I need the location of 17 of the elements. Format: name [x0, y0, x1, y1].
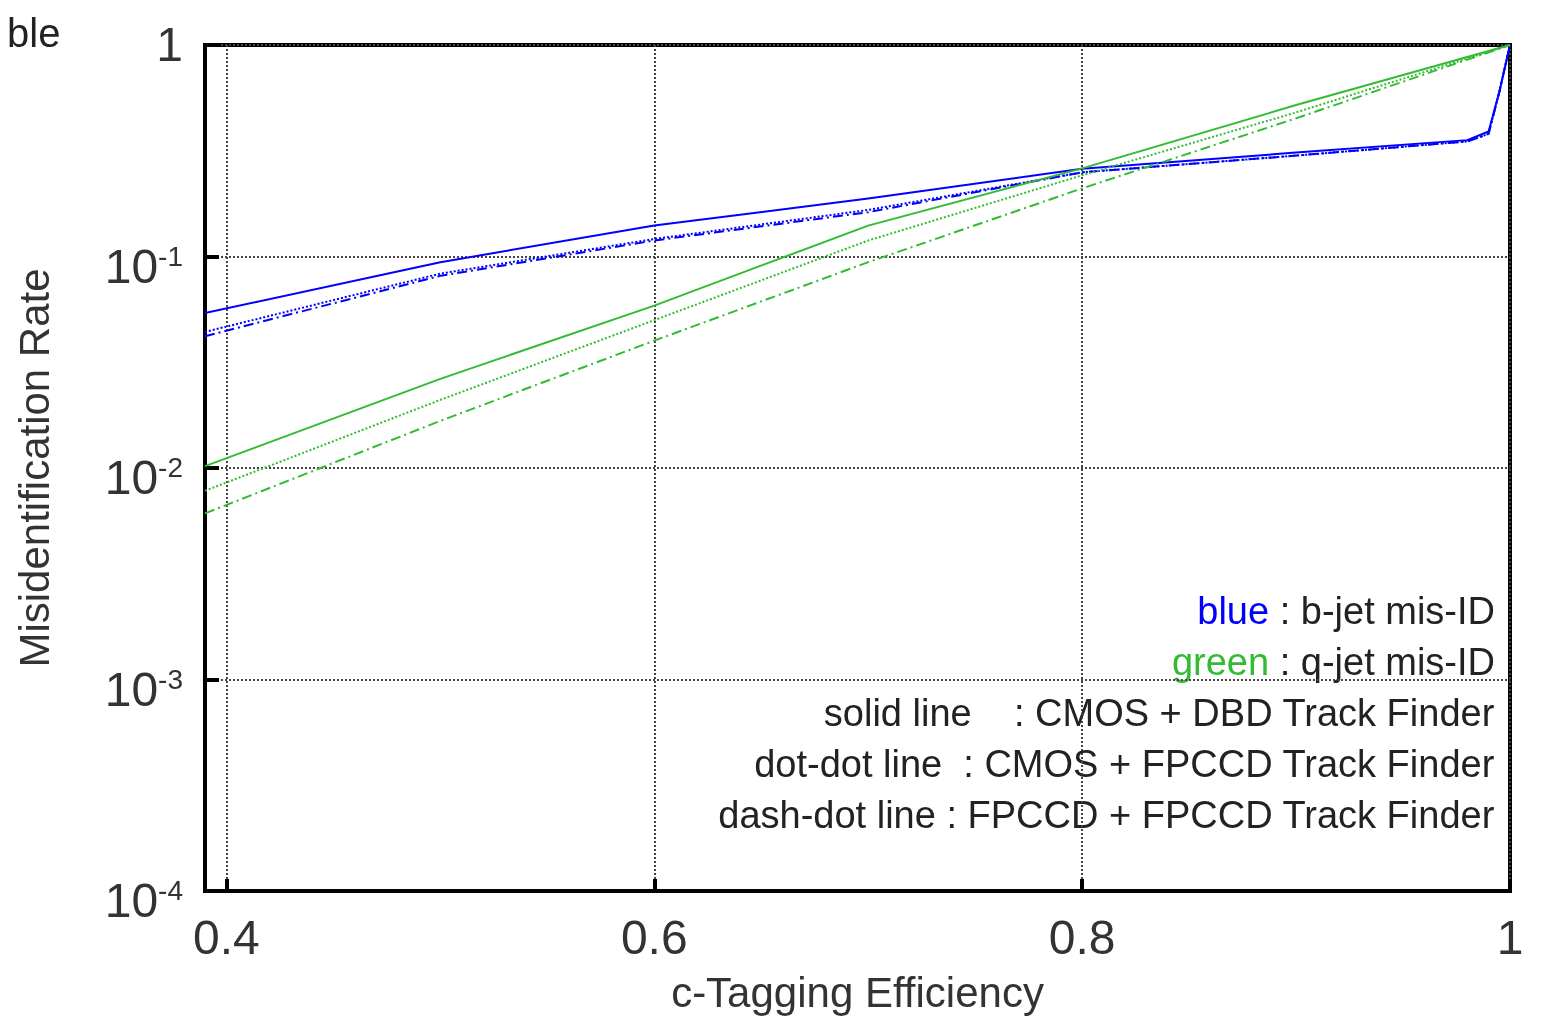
y-axis-title: Misidentification Rate: [10, 268, 58, 668]
y-tick-label: 1: [156, 17, 183, 73]
y-tick-label: 10$^{-4}$: [104, 873, 183, 927]
annotation: green : q-jet mis-ID: [1171, 641, 1495, 683]
y-tick-label: 10$^{-1}$: [104, 238, 183, 293]
x-tick-label: 0.6: [620, 910, 688, 964]
chart-title: ble: [7, 11, 61, 55]
annotation: solid line : CMOS + DBD Track Finder: [823, 692, 1495, 734]
x-tick-label: 0.8: [1048, 910, 1116, 964]
y-tick-label: 10$^{-2}$: [104, 450, 183, 504]
x-axis-title: c-Tagging Efficiency: [671, 968, 1044, 1016]
annotation: blue : b-jet mis-ID: [1197, 590, 1495, 632]
y-tick-label: 10$^{-3}$: [104, 661, 183, 716]
annotation: dash-dot line : FPCCD + FPCCD Track Finder: [718, 794, 1495, 836]
x-tick-label: 1: [1496, 910, 1524, 964]
x-tick-label: 0.4: [193, 910, 260, 964]
annotation: dot-dot line : CMOS + FPCCD Track Finder: [754, 743, 1495, 785]
